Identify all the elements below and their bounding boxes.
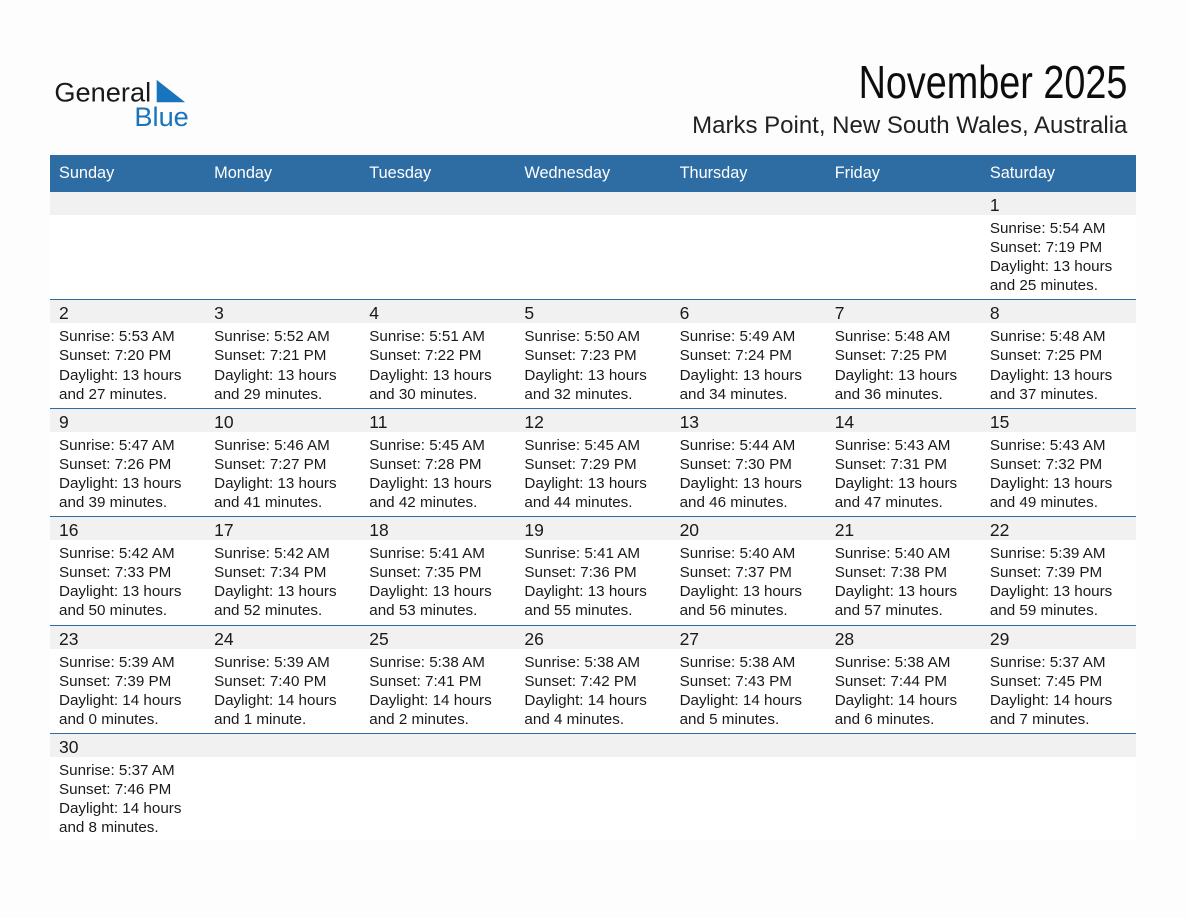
svg-text:Blue: Blue [134,101,188,132]
